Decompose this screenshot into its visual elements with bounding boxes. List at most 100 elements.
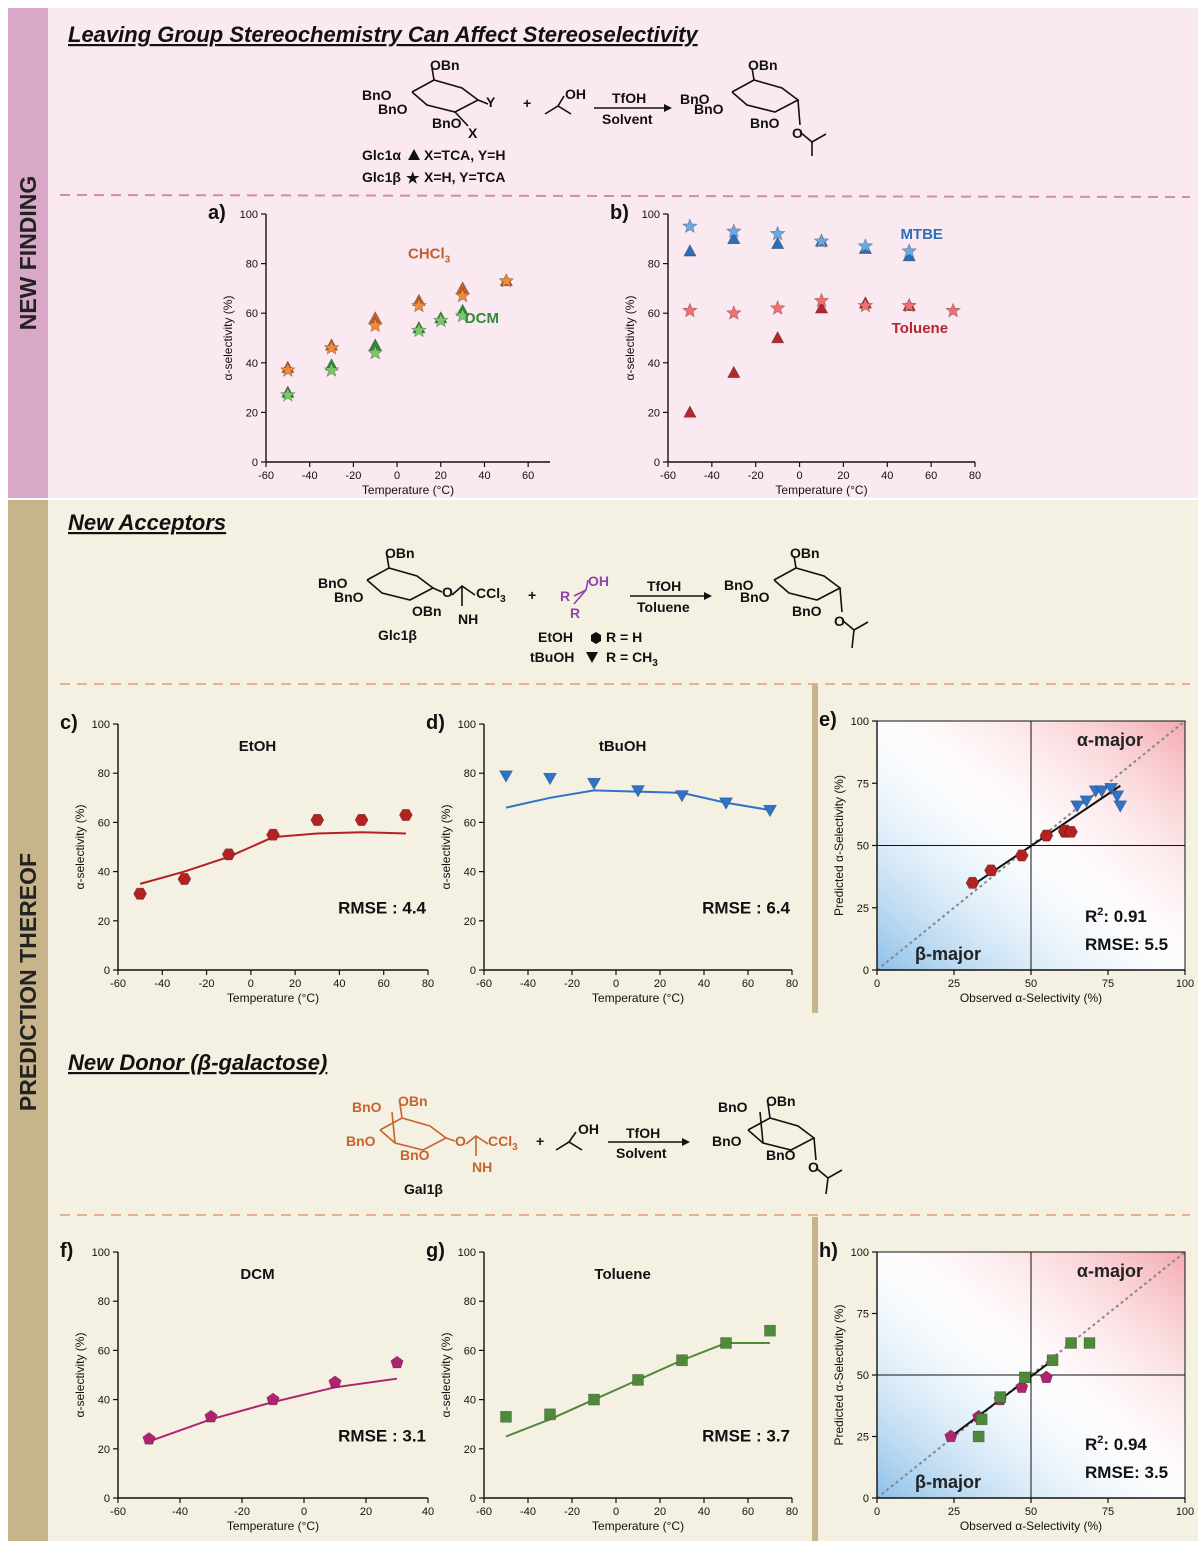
triangle-marker <box>727 231 741 244</box>
s2-tbuoh: tBuOH <box>530 649 574 665</box>
pentagon-marker <box>1015 1380 1029 1393</box>
y-tick-label: 60 <box>464 817 476 829</box>
x-tick-label: 20 <box>360 1506 372 1518</box>
x-tick-label: 40 <box>881 470 893 482</box>
beta-major-label: β-major <box>915 1472 981 1492</box>
alpha-major-label: α-major <box>1077 730 1143 750</box>
s3-p-bno-a: BnO <box>718 1099 748 1115</box>
panel-label: d) <box>426 712 445 734</box>
hexagon-marker <box>1014 849 1029 862</box>
y-tick-label: 40 <box>98 1395 110 1407</box>
scheme-new-acceptors: OBn BnO BnO OBn O CCl3 NH Glc1β + R R OH… <box>318 545 869 669</box>
divider-e <box>812 685 818 1013</box>
scheme-glucose-leaving-group: OBn BnO BnO BnO Y X + OH TfOH Solvent OB… <box>362 57 827 187</box>
x-tick-label: -40 <box>520 978 536 990</box>
y-tick-label: 60 <box>98 817 110 829</box>
hexagon-marker <box>984 864 998 877</box>
hexagon-marker <box>221 848 236 861</box>
chart-title: EtOH <box>239 738 277 755</box>
heading-leaving-group: Leaving Group Stereochemistry Can Affect… <box>68 22 699 47</box>
r2-superscript: 2 <box>1097 906 1103 918</box>
x-tick-label: 0 <box>301 1506 307 1518</box>
x-tick-label: 20 <box>435 470 447 482</box>
x-axis-label: Temperature (°C) <box>227 1519 319 1533</box>
hexagon-marker <box>177 873 192 885</box>
s2-p-bno-c: BnO <box>792 603 822 619</box>
s1-arrowhead <box>664 104 672 112</box>
panel-label: h) <box>819 1240 838 1262</box>
divider-h <box>812 1217 818 1541</box>
y-tick-label: 60 <box>464 1345 476 1357</box>
x-tick-label: 25 <box>948 978 960 990</box>
square-marker <box>588 1393 600 1406</box>
triangle-marker <box>727 365 741 378</box>
s2-donor: Glc1β <box>378 627 417 643</box>
s3-reagent: TfOH <box>626 1125 660 1141</box>
y-tick-label: 100 <box>851 1247 869 1259</box>
star-marker <box>367 344 384 360</box>
y-tick-label: 100 <box>458 719 476 731</box>
s2-tbuoh-def: R = CH3 <box>606 649 658 669</box>
s1-bno-a: BnO <box>362 87 392 103</box>
section-label-new-finding: NEW FINDING <box>15 176 41 331</box>
x-tick-label: 0 <box>797 470 803 482</box>
x-tick-label: -60 <box>660 470 676 482</box>
s3-nh: NH <box>472 1159 492 1175</box>
y-tick-label: 40 <box>648 358 660 370</box>
s1-bno-c: BnO <box>432 115 462 131</box>
x-tick-label: -60 <box>110 978 126 990</box>
x-tick-label: -60 <box>476 978 492 990</box>
x-tick-label: 60 <box>742 1506 754 1518</box>
y-tick-label: 20 <box>648 407 660 419</box>
s2-etoh: EtOH <box>538 629 573 645</box>
chart-c: -60 -40 -20 0 20 40 60 80 0 20 40 60 80 100 Temperatur… <box>60 712 434 1005</box>
x-tick-label: 50 <box>1025 978 1037 990</box>
square-marker <box>1046 1354 1059 1367</box>
x-tick-label: -20 <box>199 978 215 990</box>
y-tick-label: 50 <box>857 1370 869 1382</box>
y-tick-label: 20 <box>464 1444 476 1456</box>
x-tick-label: -20 <box>234 1506 250 1518</box>
x-tick-label: -40 <box>520 1506 536 1518</box>
chart-title: tBuOH <box>599 738 647 755</box>
square-marker <box>975 1413 988 1426</box>
hexagon-marker <box>1064 825 1078 838</box>
x-tick-label: -60 <box>258 470 274 482</box>
r2-value: : 0.94 <box>1103 1435 1147 1454</box>
y-axis-label: α-selectivity (%) <box>73 805 87 890</box>
s3-bno-a: BnO <box>352 1099 382 1115</box>
top-section-bg <box>48 8 1198 498</box>
star-marker <box>498 272 515 288</box>
s2-obn: OBn <box>385 545 415 561</box>
y-tick-label: 0 <box>863 965 869 977</box>
glucose-ring-product <box>731 67 827 156</box>
x-tick-label: 80 <box>969 470 981 482</box>
chart-g: -60 -40 -20 0 20 40 60 80 0 20 40 60 80 100 Temperatur… <box>426 1240 798 1533</box>
triangle-down-marker <box>630 785 646 798</box>
y-tick-label: 25 <box>857 903 869 915</box>
rmse-label: RMSE : 3.7 <box>702 1426 790 1445</box>
y-tick-label: 80 <box>98 768 110 780</box>
chart-title: Toluene <box>594 1266 650 1283</box>
hexagon-marker <box>310 813 325 826</box>
s2-r1: R <box>560 588 570 604</box>
y-axis-label: α-selectivity (%) <box>73 1333 87 1418</box>
x-tick-label: -20 <box>564 1506 580 1518</box>
triangle-marker <box>770 330 785 344</box>
scheme-new-donor: OBn BnO BnO BnO O CCl3 NH Gal1β + OH TfO… <box>346 1093 843 1197</box>
chart-title: DCM <box>240 1266 274 1283</box>
triangle-down-marker <box>1110 790 1125 803</box>
glc1b-def: X=H, Y=TCA <box>424 169 505 185</box>
x-tick-label: 60 <box>742 978 754 990</box>
triangle-down-marker <box>498 770 514 783</box>
triangle-marker <box>770 236 785 249</box>
star-marker <box>323 339 340 355</box>
star-marker <box>813 292 830 308</box>
acceptor-oh-bond <box>585 579 589 591</box>
y-tick-label: 40 <box>98 867 110 879</box>
r2-label: R2: 0.91 <box>1085 906 1147 926</box>
x-tick-label: -20 <box>345 470 361 482</box>
star-marker <box>769 300 786 315</box>
square-marker <box>632 1374 644 1386</box>
